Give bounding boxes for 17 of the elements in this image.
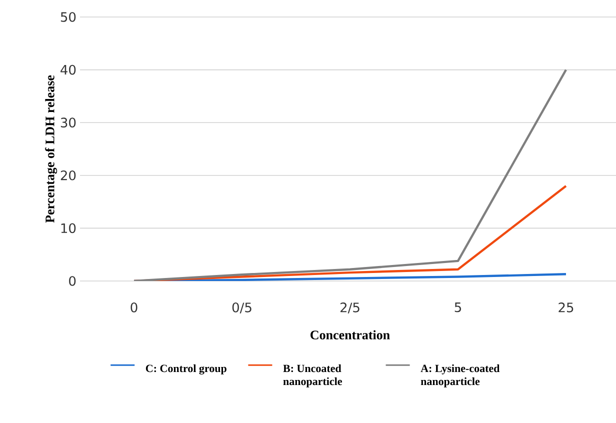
legend-label: B: Uncoated nanoparticle [283, 364, 342, 388]
x-tick-label: 2/5 [340, 302, 360, 314]
y-tick-label: 0 [69, 276, 76, 286]
y-tick-label: 50 [60, 12, 76, 22]
line-series [132, 68, 568, 281]
legend-label: A: Lysine-coated nanoparticle [420, 364, 500, 388]
x-tick-label: 0/5 [232, 302, 252, 314]
y-tick-label: 10 [61, 223, 76, 234]
y-tick-label: 20 [60, 170, 76, 180]
y-tick-label: 30 [60, 118, 76, 128]
legend-label: C: Control group [146, 364, 226, 374]
y-axis-title: Percentage of LDH release [45, 75, 58, 223]
x-tick-label: 25 [558, 302, 574, 312]
x-tick-label: 5 [454, 302, 461, 312]
x-tick-label: 0 [130, 302, 138, 312]
y-tick-label: 40 [60, 64, 76, 75]
x-axis-title: Concentration [310, 330, 390, 340]
